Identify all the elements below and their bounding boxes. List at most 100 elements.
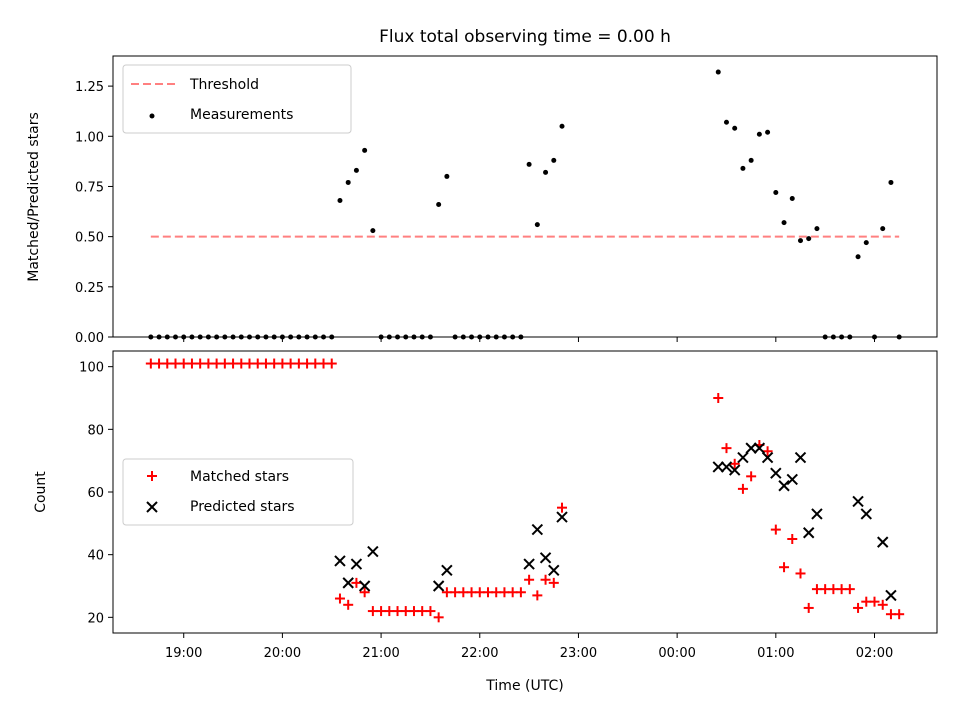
measurement-point bbox=[756, 131, 762, 137]
bottom-panel: 20 40 60 80 100 19:00 20:00 21:00 22:00 23:00 00:… bbox=[33, 350, 938, 694]
predicted-stars-points bbox=[334, 442, 897, 602]
matched-star-point bbox=[425, 606, 436, 617]
x-tick-label: 02:00 bbox=[856, 646, 893, 661]
predicted-star-point bbox=[811, 508, 823, 520]
predicted-star-point bbox=[770, 467, 782, 479]
matched-star-point bbox=[877, 599, 888, 610]
predicted-star-point bbox=[432, 580, 445, 592]
predicted-star-point bbox=[548, 564, 560, 577]
measurement-point bbox=[740, 165, 746, 171]
measurement-point bbox=[773, 189, 779, 195]
matched-star-point bbox=[894, 609, 905, 620]
predicted-star-point bbox=[539, 552, 552, 564]
bottom-x-ticks: 19:00 20:00 21:00 22:00 23:00 00:00 01:00 02:00 bbox=[165, 633, 893, 661]
predicted-star-point bbox=[737, 451, 749, 464]
measurement-point bbox=[559, 123, 565, 129]
predicted-legend-label: Predicted stars bbox=[190, 499, 295, 515]
top-legend: Threshold Measurements bbox=[122, 64, 352, 134]
x-tick-label: 00:00 bbox=[658, 646, 695, 661]
measurement-point bbox=[370, 228, 376, 234]
measurement-point bbox=[814, 226, 820, 232]
matched-legend-swatch bbox=[147, 471, 157, 481]
measurement-point bbox=[765, 129, 771, 135]
predicted-star-point bbox=[531, 523, 544, 536]
measurement-point bbox=[436, 202, 442, 208]
matched-star-point bbox=[770, 524, 781, 535]
matched-star-point bbox=[869, 596, 880, 607]
measurement-point bbox=[551, 157, 557, 163]
bottom-y-tick-label: 20 bbox=[87, 611, 104, 626]
x-tick-label: 01:00 bbox=[757, 646, 794, 661]
predicted-star-point bbox=[523, 558, 535, 570]
top-y-tick-label: 0.00 bbox=[75, 331, 104, 346]
measurements-legend-label: Measurements bbox=[190, 107, 293, 123]
top-y-ticks: 0.00 0.25 0.50 0.75 1.00 1.25 bbox=[75, 80, 113, 346]
predicted-star-point bbox=[441, 564, 453, 577]
top-x-ticks bbox=[183, 337, 876, 342]
matched-star-point bbox=[548, 577, 559, 588]
predicted-star-point bbox=[745, 442, 757, 454]
top-y-axis-label: Matched/Predicted stars bbox=[26, 112, 42, 282]
matched-star-point bbox=[343, 599, 354, 610]
matched-star-point bbox=[844, 584, 855, 595]
measurement-point bbox=[534, 222, 540, 228]
measurement-point bbox=[888, 179, 894, 185]
matched-star-point bbox=[540, 574, 551, 585]
top-y-tick-label: 1.00 bbox=[75, 130, 104, 145]
x-tick-label: 22:00 bbox=[461, 646, 498, 661]
chart-title: Flux total observing time = 0.00 h bbox=[379, 27, 671, 47]
measurement-point bbox=[723, 119, 729, 125]
measurement-point bbox=[880, 226, 886, 232]
bottom-y-tick-label: 100 bbox=[79, 361, 104, 376]
x-axis-label: Time (UTC) bbox=[485, 678, 563, 694]
predicted-star-point bbox=[852, 495, 864, 508]
bottom-y-ticks: 20 40 60 80 100 bbox=[79, 361, 113, 626]
matched-star-point bbox=[737, 483, 748, 494]
predicted-star-point bbox=[753, 442, 766, 454]
bottom-legend: Matched stars Predicted stars bbox=[122, 458, 354, 526]
predicted-star-point bbox=[556, 511, 568, 523]
predicted-star-point bbox=[728, 464, 741, 476]
measurement-point bbox=[337, 198, 343, 204]
predicted-star-point bbox=[334, 555, 346, 567]
matched-stars-points bbox=[145, 358, 905, 623]
predicted-star-point bbox=[803, 527, 815, 539]
bottom-y-tick-label: 60 bbox=[87, 486, 104, 501]
measurement-point bbox=[748, 157, 754, 163]
matched-star-point bbox=[787, 534, 798, 544]
predicted-star-point bbox=[712, 461, 724, 473]
measurement-point bbox=[863, 240, 869, 246]
matched-star-point bbox=[524, 574, 535, 585]
measurement-point bbox=[353, 167, 359, 173]
matched-star-point bbox=[557, 502, 568, 513]
bottom-plot-frame bbox=[112, 350, 938, 634]
matched-star-point bbox=[746, 471, 757, 482]
matched-star-point bbox=[762, 446, 773, 457]
top-y-tick-label: 0.25 bbox=[75, 281, 104, 296]
matched-star-point bbox=[433, 612, 444, 623]
measurement-point bbox=[715, 69, 721, 75]
matched-star-point bbox=[515, 587, 526, 598]
bottom-y-tick-label: 80 bbox=[87, 423, 104, 438]
measurement-point bbox=[781, 220, 787, 226]
top-plot-frame bbox=[112, 55, 938, 338]
top-y-tick-label: 1.25 bbox=[75, 80, 104, 95]
top-y-tick-label: 0.50 bbox=[75, 231, 104, 246]
matched-star-point bbox=[729, 458, 740, 469]
predicted-star-point bbox=[794, 451, 807, 464]
top-panel: Flux total observing time = 0.00 h 0.00 0… bbox=[26, 27, 938, 346]
predicted-star-point bbox=[885, 589, 897, 602]
matched-star-point bbox=[779, 562, 790, 573]
measurement-point bbox=[789, 196, 795, 202]
measurement-point bbox=[526, 161, 532, 167]
matched-star-point bbox=[532, 590, 543, 601]
matched-star-point bbox=[853, 602, 864, 613]
predicted-star-point bbox=[786, 473, 798, 486]
measurement-point bbox=[732, 125, 738, 131]
predicted-star-point bbox=[367, 545, 379, 558]
bottom-legend-box bbox=[122, 458, 354, 526]
predicted-star-point bbox=[778, 480, 790, 492]
x-tick-label: 20:00 bbox=[264, 646, 301, 661]
x-tick-label: 21:00 bbox=[362, 646, 399, 661]
